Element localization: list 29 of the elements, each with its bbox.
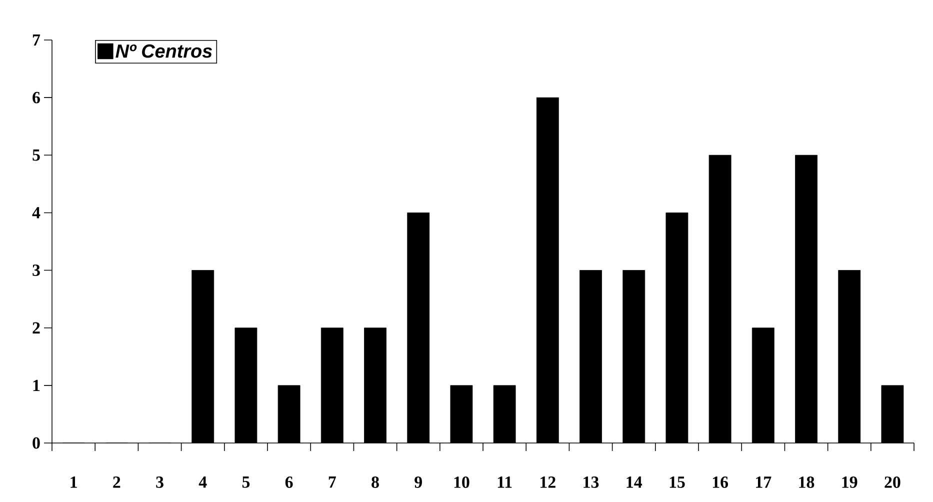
x-tick-label: 1 [70,476,77,488]
x-tick-label: 4 [198,476,207,488]
x-tick-label: 13 [584,476,599,488]
x-tick-label: 3 [156,476,164,488]
x-tick-label: 15 [670,476,685,488]
y-tick-label: 4 [32,207,40,218]
y-tick-label: 6 [32,92,40,104]
x-tick-label: 16 [712,476,728,488]
x-tick-label: 9 [414,476,422,488]
legend-label: Nº Centros [116,44,212,58]
y-tick-label: 0 [32,437,40,449]
x-tick-label: 5 [242,476,250,488]
y-tick-label: 3 [32,264,40,276]
x-tick-label: 17 [756,476,772,488]
x-tick-label: 20 [884,476,900,488]
x-tick-label: 11 [498,476,512,488]
x-tick-label: 19 [842,476,858,488]
x-tick-label: 12 [540,476,556,488]
y-tick-label: 7 [32,34,40,46]
x-tick-label: 2 [113,476,120,488]
x-tick-label: 6 [285,476,293,488]
x-tick-label: 7 [328,476,336,488]
y-tick-label: 1 [33,380,40,392]
x-tick-label: 8 [372,476,379,488]
x-tick-label: 14 [626,476,642,488]
y-tick-label: 2 [32,322,40,334]
y-tick-label: 5 [32,150,40,161]
x-tick-label: 10 [454,476,470,488]
x-tick-label: 18 [799,476,814,488]
